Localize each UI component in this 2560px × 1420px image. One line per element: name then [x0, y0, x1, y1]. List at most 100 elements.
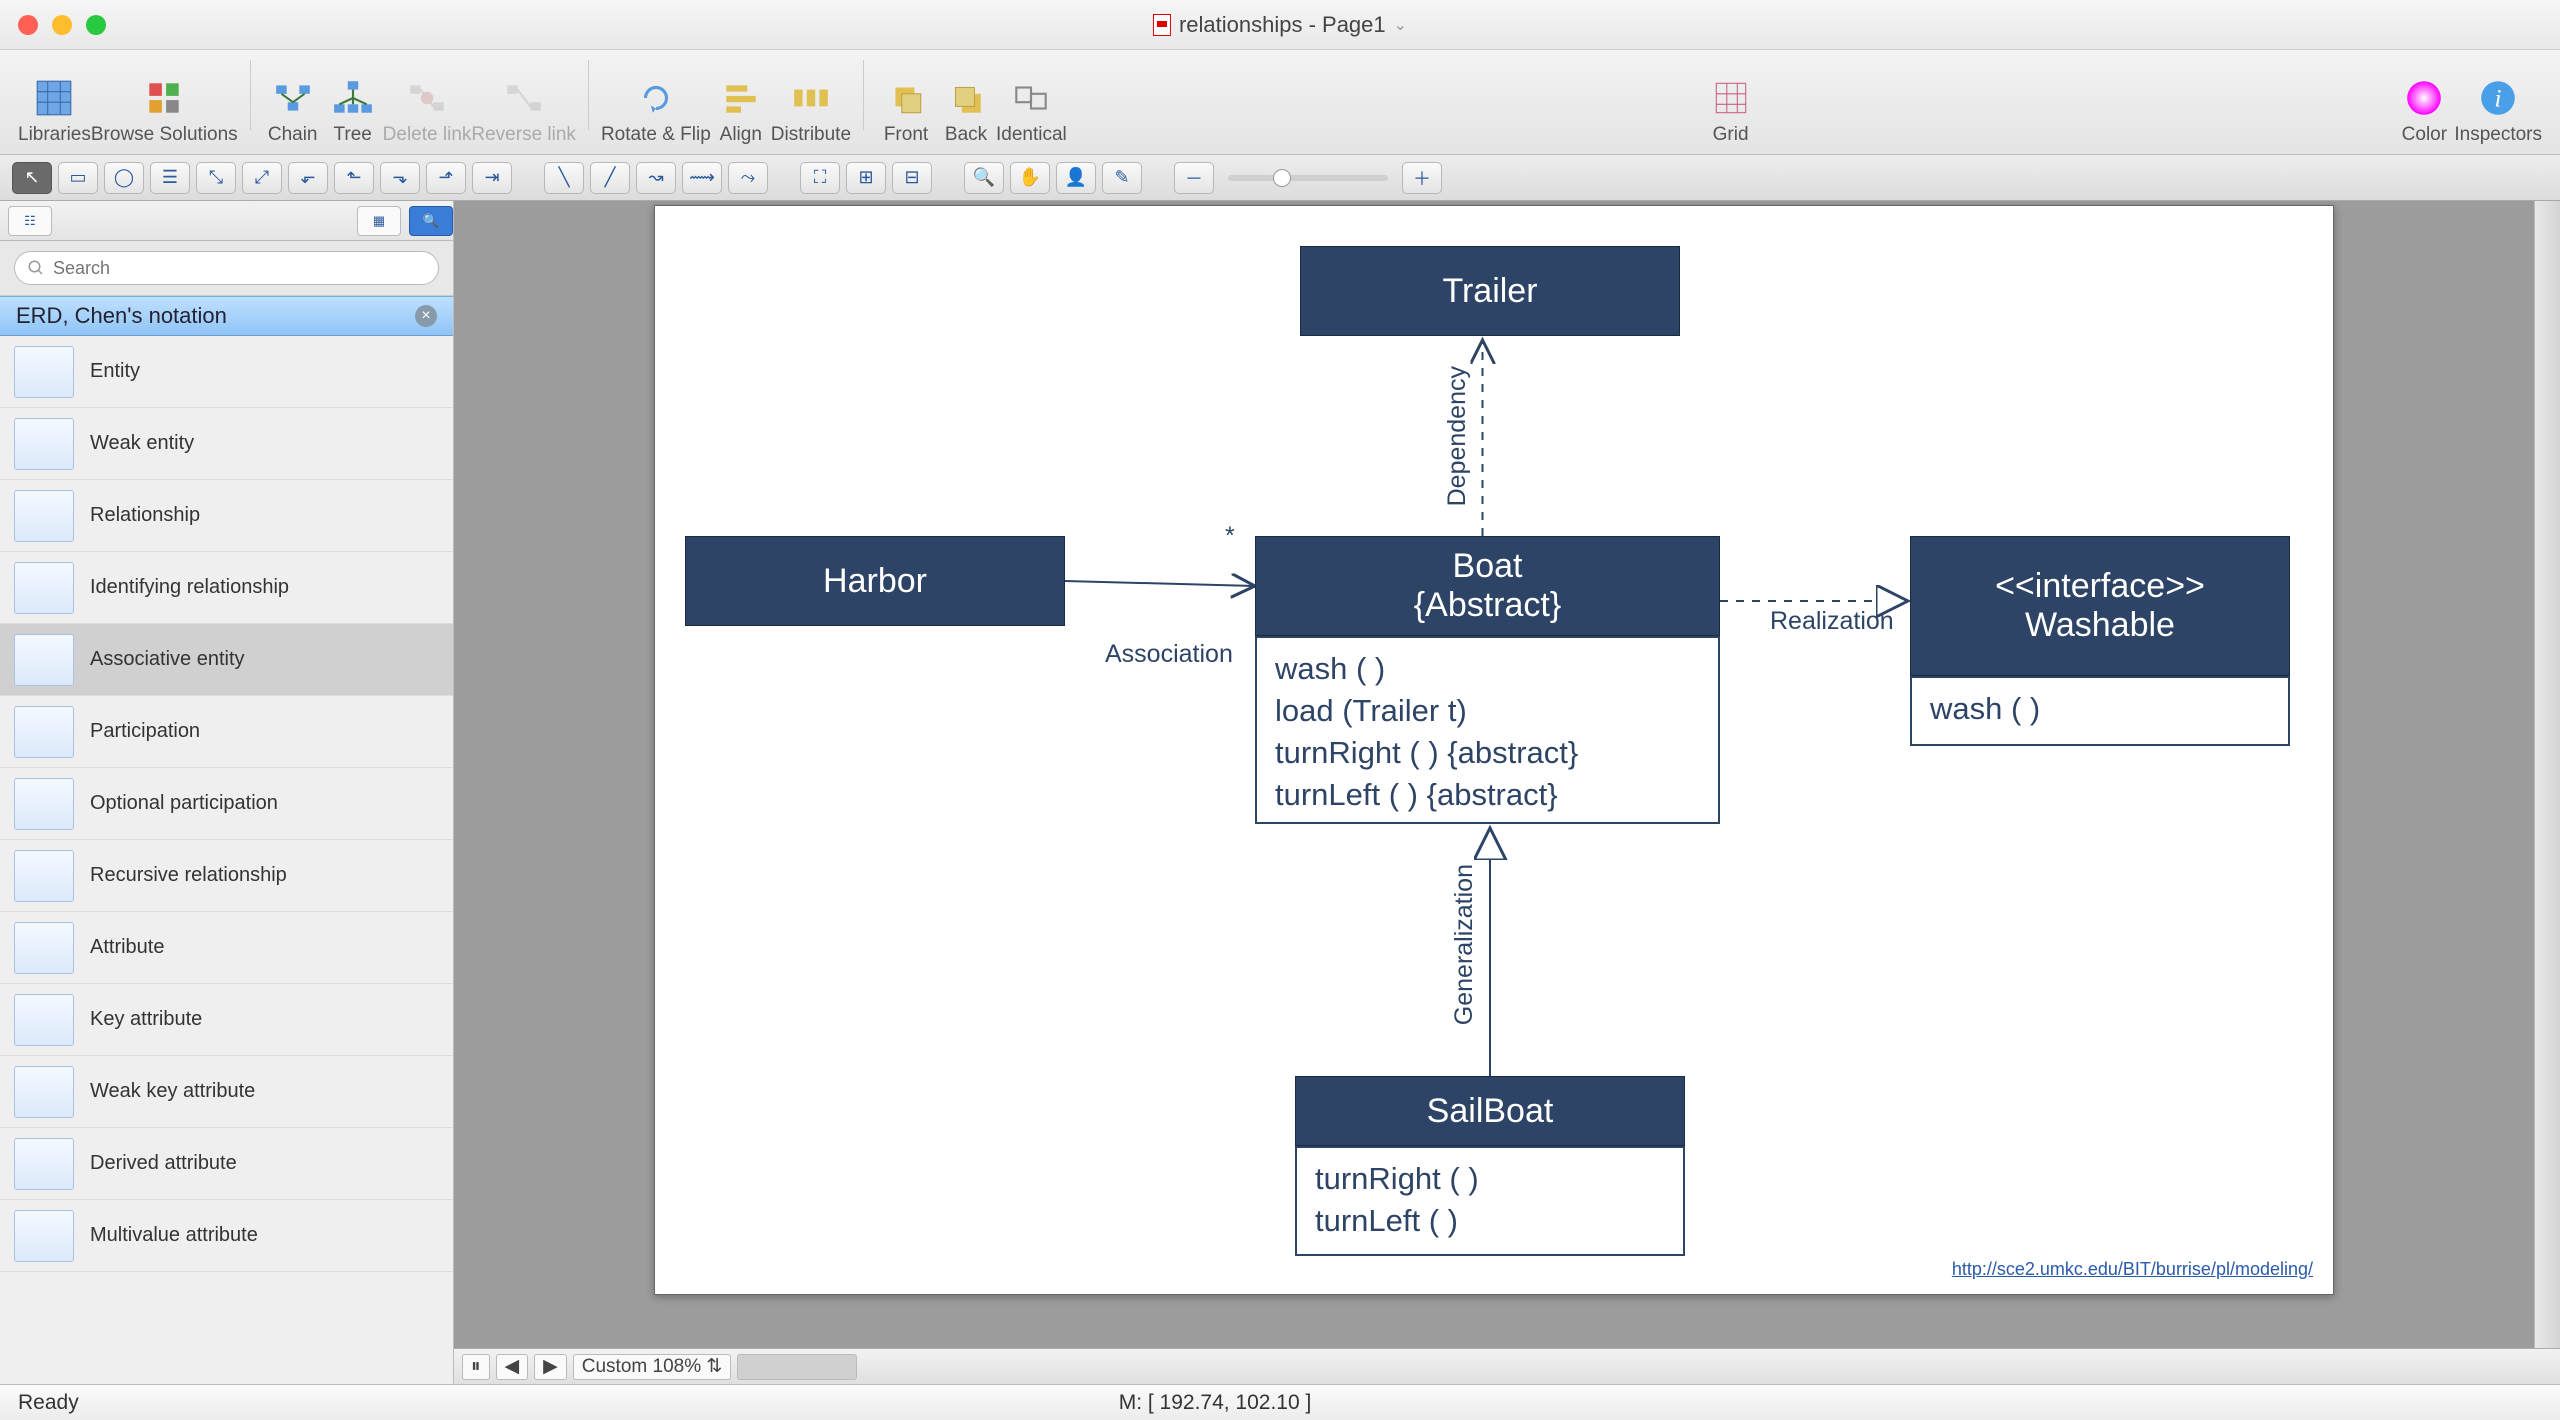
canvas-scroll[interactable]: http://sce2.umkc.edu/BIT/burrise/pl/mode… [454, 201, 2560, 1348]
uml-class-header[interactable]: SailBoat [1295, 1076, 1685, 1146]
inspectors-button[interactable]: iInspectors [2454, 53, 2542, 148]
libraries-label: Libraries [18, 124, 91, 146]
vertical-scrollbar[interactable] [2534, 201, 2560, 1348]
uml-class-header[interactable]: Harbor [685, 536, 1065, 626]
stencil-item[interactable]: Entity [0, 336, 453, 408]
close-category-icon[interactable]: × [415, 305, 437, 327]
uml-class-body[interactable]: turnRight ( )turnLeft ( ) [1295, 1146, 1685, 1256]
browse-solutions-button[interactable]: Browse Solutions [91, 53, 238, 148]
connector-tool-3[interactable]: ⬐ [288, 162, 328, 194]
prev-page-icon[interactable]: ◀ [496, 1354, 529, 1380]
uml-class-header[interactable]: Boat{Abstract} [1255, 536, 1720, 636]
tree-button[interactable]: Tree [323, 53, 383, 148]
uml-class-body[interactable]: wash ( )load (Trailer t)turnRight ( ) {a… [1255, 636, 1720, 824]
back-button[interactable]: Back [936, 53, 996, 148]
chain-button[interactable]: Chain [263, 53, 323, 148]
back-label: Back [945, 124, 987, 146]
uml-class-header[interactable]: <<interface>>Washable [1910, 536, 2290, 676]
stencil-thumb-icon [14, 418, 74, 470]
chevron-down-icon: ⌄ [1394, 15, 1407, 35]
titlebar: relationships - Page1 ⌄ [0, 0, 2560, 50]
stencil-thumb-icon [14, 1066, 74, 1118]
zoom-out-button[interactable]: － [1174, 162, 1214, 194]
next-page-icon[interactable]: ▶ [534, 1354, 567, 1380]
text-tool[interactable]: ☰ [150, 162, 190, 194]
distribute-button[interactable]: Distribute [771, 53, 851, 148]
search-view-icon[interactable]: 🔍 [409, 206, 453, 236]
status-bar: Ready M: [ 192.74, 102.10 ] [0, 1384, 2560, 1420]
zoom-in-button[interactable]: ＋ [1402, 162, 1442, 194]
line-tool-1[interactable]: ╲ [544, 162, 584, 194]
align-button[interactable]: Align [711, 53, 771, 148]
stencil-label: Relationship [90, 504, 200, 527]
stamp-tool[interactable]: 👤 [1056, 162, 1096, 194]
stencil-item[interactable]: Identifying relationship [0, 552, 453, 624]
identical-label: Identical [996, 124, 1067, 146]
stencil-item[interactable]: Optional participation [0, 768, 453, 840]
connector-tool-5[interactable]: ⬎ [380, 162, 420, 194]
stencil-item[interactable]: Relationship [0, 480, 453, 552]
window-title-text: relationships - Page1 [1179, 12, 1386, 38]
tree-view-icon[interactable]: ☷ [8, 206, 52, 236]
stencil-thumb-icon [14, 346, 74, 398]
front-button[interactable]: Front [876, 53, 936, 148]
line-tool-4[interactable]: ⟿ [682, 162, 722, 194]
zoom-tool[interactable]: 🔍 [964, 162, 1004, 194]
connector-tool-1[interactable]: ⤡ [196, 162, 236, 194]
pointer-tool[interactable]: ↖ [12, 162, 52, 194]
zoom-thumb[interactable] [1273, 169, 1291, 187]
delete-link-button[interactable]: Delete link [383, 53, 472, 148]
source-link[interactable]: http://sce2.umkc.edu/BIT/burrise/pl/mode… [1952, 1259, 2313, 1280]
connector-tool-2[interactable]: ⤢ [242, 162, 282, 194]
status-ready: Ready [18, 1391, 79, 1415]
stencil-item[interactable]: Key attribute [0, 984, 453, 1056]
stencil-item[interactable]: Associative entity [0, 624, 453, 696]
rect-tool[interactable]: ▭ [58, 162, 98, 194]
ungroup-tool[interactable]: ⊟ [892, 162, 932, 194]
group-tool[interactable]: ⊞ [846, 162, 886, 194]
page[interactable]: http://sce2.umkc.edu/BIT/burrise/pl/mode… [654, 205, 2334, 1295]
eyedropper-tool[interactable]: ✎ [1102, 162, 1142, 194]
uml-class-body[interactable]: wash ( ) [1910, 676, 2290, 746]
connector-tool-6[interactable]: ⬏ [426, 162, 466, 194]
stencil-item[interactable]: Attribute [0, 912, 453, 984]
stencil-item[interactable]: Weak entity [0, 408, 453, 480]
stencil-item[interactable]: Derived attribute [0, 1128, 453, 1200]
stencil-item[interactable]: Participation [0, 696, 453, 768]
grid-button[interactable]: Grid [1701, 53, 1761, 148]
close-window-icon[interactable] [18, 15, 38, 35]
line-tool-2[interactable]: ╱ [590, 162, 630, 194]
stencil-item[interactable]: Multivalue attribute [0, 1200, 453, 1272]
rotate-flip-button[interactable]: Rotate & Flip [601, 53, 711, 148]
ellipse-tool[interactable]: ◯ [104, 162, 144, 194]
zoom-slider[interactable] [1228, 175, 1388, 181]
stencil-thumb-icon [14, 994, 74, 1046]
identical-button[interactable]: Identical [996, 53, 1067, 148]
connector-tool-7[interactable]: ⇥ [472, 162, 512, 194]
libraries-button[interactable]: Libraries [18, 53, 91, 148]
line-tool-5[interactable]: ⤳ [728, 162, 768, 194]
stencil-thumb-icon [14, 1138, 74, 1190]
zoom-readout[interactable]: Custom 108% ⇅ [573, 1354, 732, 1380]
pan-tool[interactable]: ✋ [1010, 162, 1050, 194]
color-button[interactable]: Color [2394, 53, 2454, 148]
stencil-item[interactable]: Weak key attribute [0, 1056, 453, 1128]
category-header[interactable]: ERD, Chen's notation × [0, 296, 453, 336]
stencil-list: Entity Weak entity Relationship Identifying… [0, 336, 453, 1272]
window-title[interactable]: relationships - Page1 ⌄ [1153, 12, 1407, 38]
uml-class-header[interactable]: Trailer [1300, 246, 1680, 336]
minimize-window-icon[interactable] [52, 15, 72, 35]
pause-icon[interactable]: ⏸ [462, 1354, 490, 1380]
connector-tool-4[interactable]: ⬑ [334, 162, 374, 194]
zoom-window-icon[interactable] [86, 15, 106, 35]
stencil-label: Identifying relationship [90, 576, 289, 599]
grid-view-icon[interactable]: ▦ [357, 206, 401, 236]
crop-tool[interactable]: ⛶ [800, 162, 840, 194]
search-input[interactable] [14, 251, 439, 285]
reverse-link-button[interactable]: Reverse link [471, 53, 576, 148]
stencil-thumb-icon [14, 778, 74, 830]
stencil-label: Weak entity [90, 432, 194, 455]
line-tool-3[interactable]: ↝ [636, 162, 676, 194]
stencil-item[interactable]: Recursive relationship [0, 840, 453, 912]
hscroll-track[interactable] [737, 1354, 857, 1380]
